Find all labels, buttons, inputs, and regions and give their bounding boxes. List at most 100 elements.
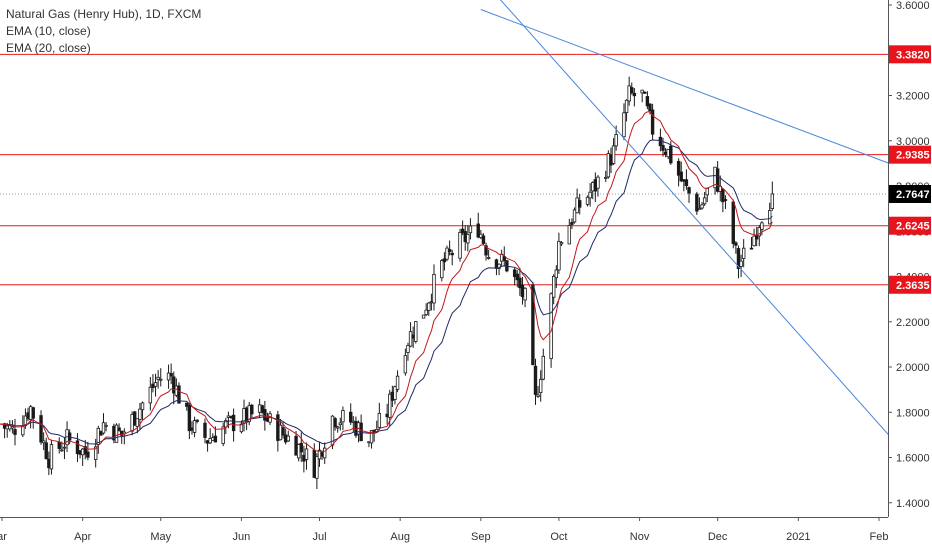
candle-body[interactable] [114,424,119,443]
candle-body[interactable] [13,429,17,435]
candle-body[interactable] [239,423,244,433]
candle-body[interactable] [221,426,225,444]
candle-body[interactable] [739,260,743,267]
candle-body[interactable] [588,191,592,199]
candle-body[interactable] [414,321,418,342]
candle-body[interactable] [195,419,199,422]
candle-body[interactable] [687,187,691,194]
candle-body[interactable] [554,269,559,279]
candle-body[interactable] [624,99,629,114]
candle-body[interactable] [741,247,746,259]
candle-body[interactable] [700,204,704,209]
candle-body[interactable] [427,302,431,311]
candle-body[interactable] [676,160,681,176]
candle-body[interactable] [263,409,267,421]
candle-body[interactable] [458,231,462,259]
candle-body[interactable] [62,446,67,449]
candle-body[interactable] [536,394,540,397]
candle-body[interactable] [445,247,449,260]
channel-lower-line[interactable] [481,0,932,503]
candle-body[interactable] [757,227,761,237]
candle-body[interactable] [627,85,631,102]
candle-body[interactable] [770,193,775,210]
candle-body[interactable] [760,222,764,230]
candle-body[interactable] [169,373,173,377]
candle-body[interactable] [523,287,527,301]
candle-body[interactable] [93,446,98,461]
candle-body[interactable] [23,415,28,427]
candle-body[interactable] [734,242,738,246]
candle-body[interactable] [440,260,444,279]
candle-body[interactable] [349,411,353,423]
candle-body[interactable] [611,145,616,164]
candle-body[interactable] [604,176,608,179]
candle-body[interactable] [393,386,397,400]
candle-body[interactable] [648,103,652,112]
candle-body[interactable] [632,92,637,97]
candle-body[interactable] [304,448,309,460]
candle-body[interactable] [166,372,171,381]
candle-body[interactable] [408,331,413,347]
candle-body[interactable] [679,171,683,182]
candle-body[interactable] [203,422,207,438]
candle-body[interactable] [10,426,15,429]
candle-body[interactable] [476,223,480,238]
candle-body[interactable] [21,425,25,436]
candle-body[interactable] [658,136,663,147]
candle-body[interactable] [557,240,561,271]
candle-body[interactable] [640,89,644,94]
candle-body[interactable] [138,408,142,420]
candle-body[interactable] [117,427,121,431]
candle-body[interactable] [315,456,319,479]
candle-body[interactable] [403,355,408,374]
candle-body[interactable] [533,365,538,395]
candle-body[interactable] [424,309,428,316]
candle-body[interactable] [697,207,702,210]
candle-body[interactable] [684,179,689,187]
candle-body[interactable] [538,378,543,394]
candle-body[interactable] [442,258,447,263]
candle-body[interactable] [731,201,735,244]
candle-body[interactable] [60,449,64,452]
candle-body[interactable] [96,427,100,445]
candle-body[interactable] [406,344,410,353]
candle-body[interactable] [570,222,574,225]
candle-body[interactable] [286,435,290,442]
candle-body[interactable] [322,447,327,459]
candle-body[interactable] [336,426,340,429]
candle-body[interactable] [572,209,577,223]
candle-body[interactable] [630,87,634,94]
candle-body[interactable] [177,385,181,404]
candle-body[interactable] [156,376,160,380]
candle-body[interactable] [299,442,303,453]
candle-body[interactable] [502,256,506,261]
candle-body[interactable] [752,235,756,247]
candle-body[interactable] [432,274,436,304]
candle-body[interactable] [231,414,236,432]
candle-body[interactable] [192,420,197,433]
candle-body[interactable] [486,257,491,259]
candle-body[interactable] [49,444,54,470]
candle-body[interactable] [531,284,535,366]
candle-body[interactable] [552,276,556,298]
candle-body[interactable] [736,248,741,270]
level-price-label[interactable]: 2.9385 [889,145,931,164]
candle-body[interactable] [622,112,626,138]
candle-body[interactable] [377,412,382,428]
candle-body[interactable] [101,422,106,434]
candle-body[interactable] [749,247,754,250]
candle-body[interactable] [541,355,545,380]
candle-body[interactable] [460,228,465,234]
candle-body[interactable] [260,405,264,413]
candle-body[interactable] [187,404,192,432]
channel-upper-line[interactable] [480,9,932,186]
candle-body[interactable] [338,422,343,426]
level-price-label[interactable]: 2.6245 [889,216,931,235]
candle-body[interactable] [481,235,486,244]
candle-body[interactable] [369,430,374,444]
candle-body[interactable] [39,415,43,443]
candle-body[interactable] [484,245,488,256]
candle-body[interactable] [388,393,392,418]
